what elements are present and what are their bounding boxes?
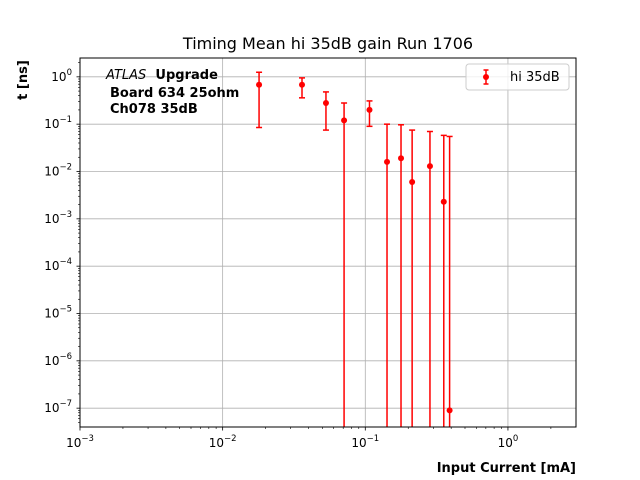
y-tick-label-base: 10 <box>44 165 59 179</box>
y-tick-label: 10−3 <box>44 210 72 226</box>
data-point <box>409 179 416 186</box>
legend: hi 35dB <box>465 63 570 91</box>
y-tick-label: 10−5 <box>44 304 72 320</box>
y-tick-label-base: 10 <box>44 354 59 368</box>
data-point <box>398 155 405 162</box>
data-point <box>256 81 263 88</box>
data-point <box>384 158 391 165</box>
atlas-label: ATLAS <box>105 68 146 83</box>
plot-frame <box>79 57 577 428</box>
x-tick-label-exponent: −1 <box>367 434 380 444</box>
y-tick-label-exponent: −1 <box>59 115 72 125</box>
data-point <box>426 163 433 170</box>
atlas-label-line2: Board 634 25ohm <box>110 86 239 101</box>
atlas-label-line1: ATLAS Upgrade <box>105 68 218 83</box>
x-tick-label: 100 <box>498 434 519 450</box>
plot-background <box>80 58 576 427</box>
x-tick-label: 10−3 <box>66 434 94 450</box>
y-tick-label-exponent: −5 <box>59 304 72 314</box>
legend-label: hi 35dB <box>510 70 560 85</box>
y-axis-label: t [ns] <box>16 60 31 100</box>
data-series <box>256 71 453 427</box>
y-tick-label: 10−1 <box>44 115 72 131</box>
y-tick-label-base: 10 <box>44 306 59 320</box>
data-point <box>341 117 348 124</box>
y-tick-label-exponent: 0 <box>67 68 72 78</box>
y-tick-label-base: 10 <box>44 212 59 226</box>
data-point <box>440 198 447 205</box>
x-tick-label-base: 10 <box>498 436 513 450</box>
y-tick-label-base: 10 <box>44 117 59 131</box>
upgrade-label: Upgrade <box>155 68 218 83</box>
x-tick-label-exponent: 0 <box>513 434 518 444</box>
x-tick-label-base: 10 <box>209 436 224 450</box>
y-tick-label: 10−6 <box>44 352 72 368</box>
y-tick-label-exponent: −2 <box>59 163 72 173</box>
x-tick-label: 10−2 <box>209 434 237 450</box>
x-tick-label-base: 10 <box>66 436 81 450</box>
data-point <box>366 106 373 113</box>
y-tick-label-exponent: −3 <box>59 210 72 220</box>
y-tick-label: 10−4 <box>44 257 72 273</box>
x-axis-ticks: 10−3 10−2 10−1 100 <box>66 427 552 450</box>
chart-title: Timing Mean hi 35dB gain Run 1706 <box>182 34 473 53</box>
x-tick-label-exponent: −2 <box>224 434 237 444</box>
y-tick-label-base: 10 <box>44 401 59 415</box>
x-tick-label-exponent: −3 <box>81 434 94 444</box>
y-tick-label: 10−7 <box>44 399 72 415</box>
atlas-annotation: ATLAS Upgrade Board 634 25ohm Ch078 35dB <box>105 68 239 117</box>
legend-marker <box>483 74 489 80</box>
y-tick-label-exponent: −4 <box>59 257 72 267</box>
x-tick-label-base: 10 <box>351 436 366 450</box>
data-point <box>322 100 329 107</box>
x-tick-label: 10−1 <box>351 434 379 450</box>
y-tick-label-exponent: −6 <box>59 352 72 362</box>
y-tick-label: 100 <box>51 68 72 84</box>
y-tick-label: 10−2 <box>44 163 72 179</box>
grid <box>80 58 576 427</box>
data-point <box>446 407 453 414</box>
atlas-label-line3: Ch078 35dB <box>110 102 198 117</box>
y-tick-label-base: 10 <box>51 70 66 84</box>
legend-frame <box>465 63 570 91</box>
y-tick-label-base: 10 <box>44 259 59 273</box>
y-tick-label-exponent: −7 <box>59 399 72 409</box>
x-axis-label: Input Current [mA] <box>437 461 576 476</box>
data-point <box>299 81 306 88</box>
